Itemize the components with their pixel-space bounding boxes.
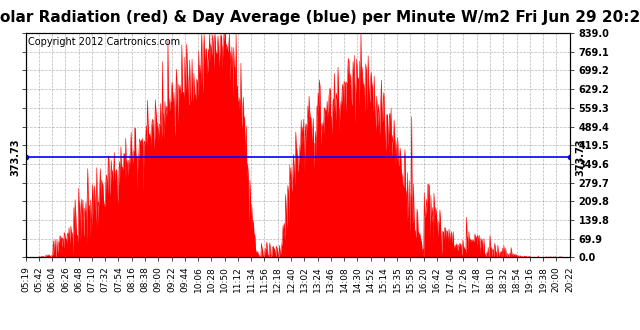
Text: 373.73: 373.73 xyxy=(10,139,20,176)
Text: Copyright 2012 Cartronics.com: Copyright 2012 Cartronics.com xyxy=(28,38,180,48)
Text: 373.73: 373.73 xyxy=(575,139,585,176)
Text: Solar Radiation (red) & Day Average (blue) per Minute W/m2 Fri Jun 29 20:28: Solar Radiation (red) & Day Average (blu… xyxy=(0,10,640,25)
